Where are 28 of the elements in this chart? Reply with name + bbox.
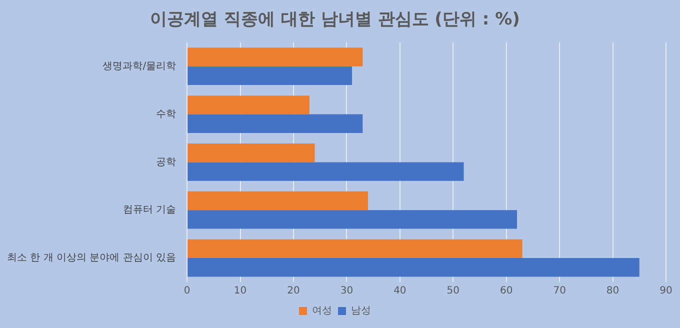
bar — [188, 66, 352, 86]
chart-title: 이공계열 직종에 대한 남녀별 관심도 (단위 : %) — [150, 10, 520, 30]
bar — [188, 210, 517, 229]
legend-label: 여성 — [312, 306, 332, 317]
x-tick-label: 20 — [287, 286, 300, 297]
x-tick-label: 70 — [553, 286, 566, 297]
bar — [188, 191, 368, 210]
y-tick-label: 수학 — [156, 108, 176, 120]
bar — [188, 144, 315, 162]
x-tick-label: 80 — [606, 286, 620, 297]
y-tick-label: 컴퓨터 기술 — [122, 204, 176, 216]
y-tick-label: 생명과학/물리학 — [102, 60, 176, 72]
y-tick-label: 최소 한 개 이상의 분야에 관심이 있음 — [6, 252, 176, 264]
y-tick-label: 공학 — [156, 156, 176, 168]
bar — [188, 258, 640, 277]
x-tick-label: 50 — [446, 286, 460, 297]
x-tick-label: 0 — [184, 286, 190, 297]
x-tick-label: 40 — [394, 286, 406, 297]
x-tick-label: 90 — [660, 286, 672, 297]
bar — [188, 96, 310, 114]
bar — [188, 162, 464, 181]
bar — [188, 239, 522, 258]
legend-label: 남성 — [351, 306, 371, 317]
bar — [188, 48, 363, 66]
x-tick-label: 60 — [500, 286, 513, 297]
x-tick-label: 10 — [234, 286, 247, 297]
bar — [188, 114, 363, 133]
x-tick-label: 30 — [340, 286, 354, 297]
